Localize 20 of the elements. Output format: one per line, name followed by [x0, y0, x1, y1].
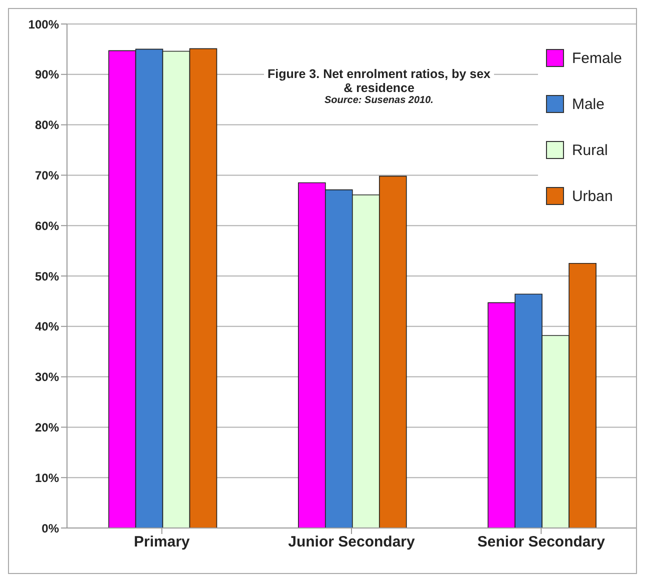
y-tick-label: 0% — [42, 521, 60, 536]
legend-label: Male — [572, 96, 604, 112]
x-tick-label: Primary — [134, 534, 190, 551]
x-tick-label: Junior Secondary — [288, 534, 416, 551]
y-tick-label: 50% — [34, 269, 60, 284]
y-tick-label: 100% — [28, 17, 60, 32]
y-tick-label: 20% — [34, 420, 60, 434]
text: Figure 3. Net enrolment ratios, by sex & residence — [266, 67, 492, 95]
y-tick-label: 90% — [34, 68, 60, 82]
y-tick-label: 80% — [34, 118, 60, 132]
y-tick-label: 60% — [34, 218, 60, 233]
y-tick-label: 10% — [34, 470, 60, 485]
x-tick-label: Senior Secondary — [477, 534, 606, 551]
y-tick-label: 30% — [34, 370, 60, 384]
y-tick-label: 40% — [34, 320, 60, 334]
legend-label: Female — [572, 50, 622, 66]
legend-label: Rural — [572, 142, 608, 158]
annotation: Source: Susenas 2010. — [324, 95, 434, 106]
y-tick-label: 70% — [34, 168, 60, 182]
legend-label: Urban — [572, 188, 613, 204]
